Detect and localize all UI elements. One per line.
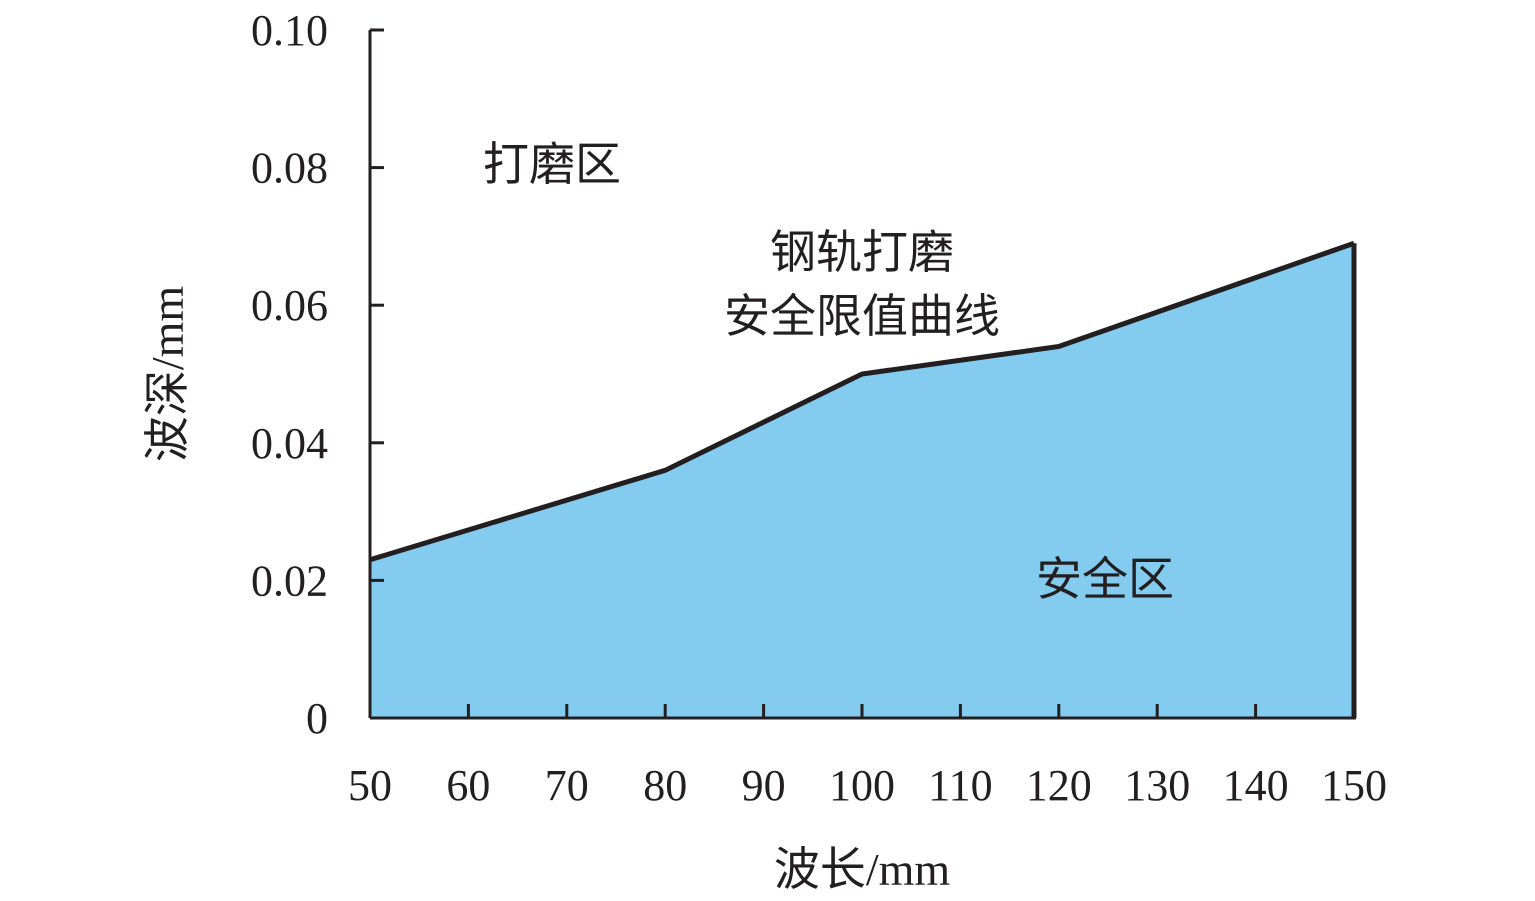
y-tick-label: 0.08 (251, 144, 328, 193)
y-tick-label: 0.06 (251, 281, 328, 330)
x-tick-label: 80 (643, 761, 687, 810)
y-tick-label: 0.02 (251, 556, 328, 605)
y-axis-label: 波深/mm (142, 286, 193, 463)
safe-zone-label: 安全区 (1036, 554, 1174, 605)
curve-label-line1: 钢轨打磨 (770, 227, 954, 278)
x-tick-label: 70 (545, 761, 589, 810)
x-axis-label: 波长/mm (774, 844, 951, 895)
y-tick-label: 0.10 (251, 6, 328, 55)
x-tick-label: 130 (1124, 761, 1190, 810)
x-tick-label: 60 (446, 761, 490, 810)
x-tick-label: 90 (742, 761, 786, 810)
x-tick-label: 150 (1321, 761, 1387, 810)
x-tick-label: 120 (1026, 761, 1092, 810)
grinding-zone-label: 打磨区 (483, 139, 621, 190)
x-tick-label: 100 (829, 761, 895, 810)
curve-label-line2: 安全限值曲线 (724, 291, 1000, 342)
y-tick-label: 0 (306, 694, 328, 743)
x-tick-label: 110 (928, 761, 992, 810)
x-tick-label: 50 (348, 761, 392, 810)
y-tick-label: 0.04 (251, 419, 328, 468)
x-tick-label: 140 (1223, 761, 1289, 810)
safe-area-fill (370, 243, 1354, 718)
